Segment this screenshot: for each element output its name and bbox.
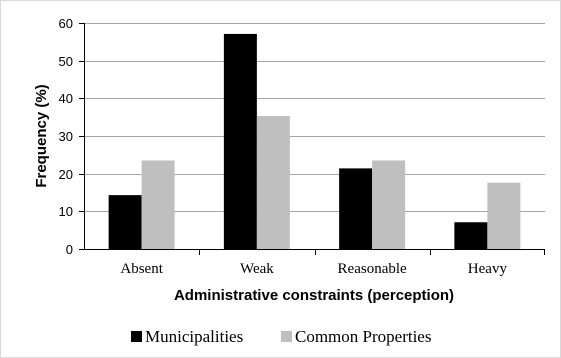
legend-swatch (281, 331, 292, 342)
x-axis-title: Administrative constraints (perception) (174, 287, 454, 304)
bar-common-properties-reasonable (372, 160, 406, 249)
bar-common-properties-weak (256, 116, 290, 249)
x-tick-labels: Absent Weak Reasonable Heavy (120, 249, 545, 277)
legend: Municipalities Common Properties (131, 327, 431, 346)
bar-common-properties-heavy (487, 182, 521, 249)
y-tick-label: 40 (59, 91, 73, 106)
y-tick-label: 0 (66, 242, 73, 257)
bar-municipalities-absent (108, 195, 142, 249)
bar-municipalities-heavy (454, 222, 488, 249)
axes (84, 23, 545, 250)
y-tick-label: 30 (59, 129, 73, 144)
legend-swatch (131, 331, 142, 342)
bars (108, 33, 521, 249)
y-tick-label: 60 (59, 16, 73, 31)
bar-municipalities-reasonable (339, 168, 373, 249)
legend-label: Municipalities (145, 327, 243, 346)
x-tick-label: Reasonable (338, 261, 407, 277)
x-tick-label: Weak (240, 261, 274, 277)
y-tick-labels: 0 10 20 30 40 50 60 (59, 16, 84, 257)
bar-common-properties-absent (141, 160, 175, 249)
y-axis-title: Frequency (%) (33, 84, 50, 187)
y-tick-label: 50 (59, 54, 73, 69)
legend-label: Common Properties (295, 327, 431, 346)
y-tick-label: 10 (59, 204, 73, 219)
bar-municipalities-weak (223, 33, 257, 249)
x-tick-label: Absent (120, 261, 163, 277)
y-tick-label: 20 (59, 167, 73, 182)
x-tick-label: Heavy (468, 261, 508, 277)
